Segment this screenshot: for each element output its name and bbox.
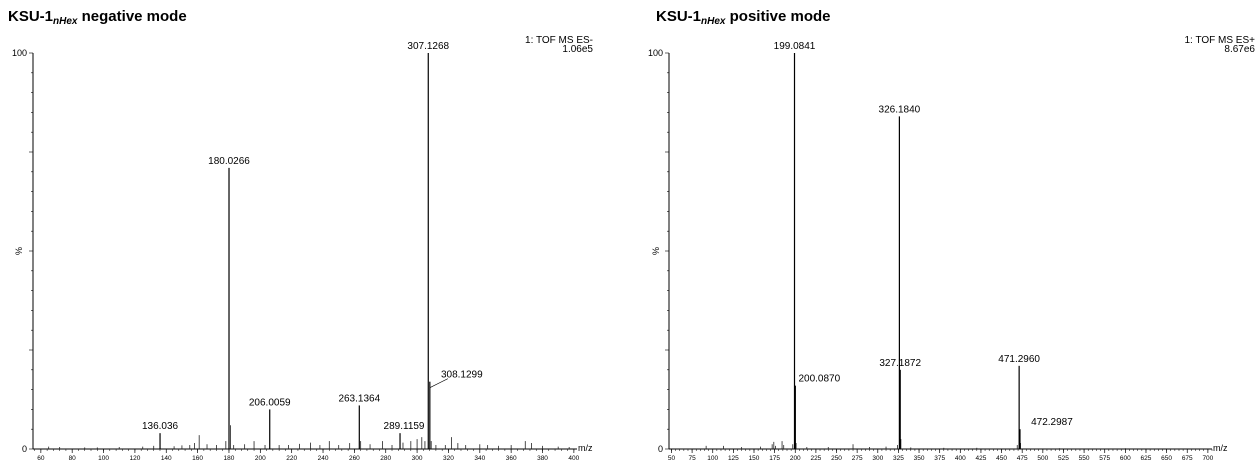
x-axis-label: m/z: [1213, 443, 1228, 453]
peak-label: 200.0870: [798, 374, 840, 385]
x-tick-label: 375: [934, 455, 945, 462]
x-tick-label: 250: [831, 455, 842, 462]
instrument-info: 1: TOF MS ES- 1.06e5: [525, 35, 593, 55]
x-tick-label: 150: [749, 455, 760, 462]
y-tick-label: 0: [22, 444, 27, 454]
x-tick-label: 400: [568, 455, 579, 462]
x-tick-label: 275: [852, 455, 863, 462]
x-tick-label: 650: [1161, 455, 1172, 462]
y-tick-label: 100: [648, 48, 663, 58]
x-tick-label: 100: [707, 455, 718, 462]
instrument-intensity: 8.67e6: [1224, 44, 1255, 55]
x-tick-label: 200: [255, 455, 266, 462]
x-tick-label: 340: [474, 455, 485, 462]
x-tick-label: 475: [1017, 455, 1028, 462]
x-tick-label: 80: [69, 455, 77, 462]
x-tick-label: 325: [893, 455, 904, 462]
title-subscript: nHex: [701, 16, 726, 27]
peak-label: 472.2987: [1031, 417, 1073, 428]
x-tick-label: 280: [380, 455, 391, 462]
x-tick-label: 360: [506, 455, 517, 462]
y-axis-label: %: [651, 247, 661, 255]
peak-label: 307.1268: [407, 41, 449, 52]
peak-label: 199.0841: [774, 41, 816, 52]
x-tick-label: 575: [1099, 455, 1110, 462]
peak-label-leader: [429, 378, 448, 388]
x-tick-label: 300: [872, 455, 883, 462]
title-suffix: positive mode: [729, 8, 831, 25]
title-main: KSU-1: [8, 8, 54, 25]
x-tick-label: 600: [1120, 455, 1131, 462]
negative-mode-spectrum: 0 100% 60 80 100 120 140 160 180 200 220 240 260 280 3…: [12, 41, 593, 462]
x-tick-label: 425: [976, 455, 987, 462]
x-tick-label: 100: [98, 455, 109, 462]
negative-mode-panel: KSU-1nHex negative mode 1: TOF MS ES- 1.…: [0, 0, 628, 464]
peak-label: 308.1299: [441, 370, 483, 381]
peak-label: 326.1840: [879, 104, 921, 115]
instrument-info: 1: TOF MS ES+ 8.67e6: [1184, 35, 1256, 55]
peak-label: 471.2960: [998, 354, 1040, 365]
x-tick-label: 220: [286, 455, 297, 462]
x-tick-label: 125: [728, 455, 739, 462]
x-tick-label: 160: [192, 455, 203, 462]
x-tick-label: 500: [1037, 455, 1048, 462]
x-tick-label: 525: [1058, 455, 1069, 462]
peak-label: 327.1872: [879, 358, 921, 369]
peak-label: 136.036: [142, 421, 179, 432]
x-tick-label: 75: [688, 455, 696, 462]
title-suffix: negative mode: [81, 8, 187, 25]
x-tick-label: 225: [810, 455, 821, 462]
x-tick-label: 60: [37, 455, 45, 462]
peak-label: 263.1364: [338, 393, 380, 404]
instrument-intensity: 1.06e5: [562, 44, 593, 55]
chart-title: KSU-1nHex positive mode: [656, 8, 831, 27]
x-tick-label: 350: [914, 455, 925, 462]
peak-label: 289.1159: [384, 421, 425, 432]
x-tick-label: 300: [412, 455, 423, 462]
x-tick-label: 120: [129, 455, 140, 462]
x-tick-label: 200: [790, 455, 801, 462]
title-subscript: nHex: [53, 16, 78, 27]
instrument-mode: 1: TOF MS ES+: [1184, 35, 1256, 46]
x-tick-label: 180: [224, 455, 235, 462]
x-tick-label: 175: [769, 455, 780, 462]
x-tick-label: 550: [1079, 455, 1090, 462]
x-tick-label: 140: [161, 455, 172, 462]
x-axis-label: m/z: [578, 443, 593, 453]
x-tick-label: 380: [537, 455, 548, 462]
x-tick-label: 260: [349, 455, 360, 462]
y-axis-label: %: [14, 247, 24, 255]
chart-title: KSU-1nHex negative mode: [8, 8, 187, 27]
title-main: KSU-1: [656, 8, 702, 25]
x-tick-label: 700: [1202, 455, 1213, 462]
x-tick-label: 400: [955, 455, 966, 462]
x-tick-label: 675: [1182, 455, 1193, 462]
peak-label: 180.0266: [208, 156, 250, 167]
x-tick-label: 50: [668, 455, 676, 462]
x-tick-label: 320: [443, 455, 454, 462]
y-tick-label: 100: [12, 48, 27, 58]
y-tick-label: 0: [658, 444, 663, 454]
instrument-mode: 1: TOF MS ES-: [525, 35, 593, 46]
x-tick-label: 450: [996, 455, 1007, 462]
x-tick-label: 625: [1141, 455, 1152, 462]
peak-label: 206.0059: [249, 397, 291, 408]
positive-mode-panel: KSU-1nHex positive mode 1: TOF MS ES+ 8.…: [629, 0, 1257, 464]
x-tick-label: 240: [318, 455, 329, 462]
positive-mode-spectrum: 0 100% 50 75 100 125 150 175 200 225 250 275 300 325 3…: [648, 41, 1228, 462]
